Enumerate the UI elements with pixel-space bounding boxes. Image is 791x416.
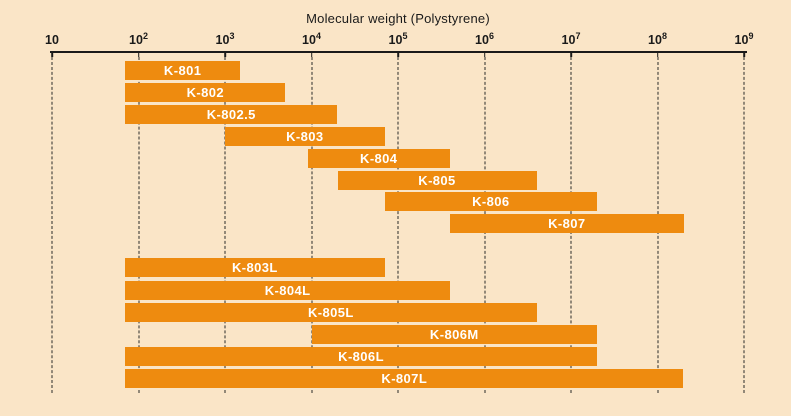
bar-label: K-804 (360, 150, 398, 166)
x-axis-tick-label: 103 (215, 30, 235, 47)
x-axis-tick-label: 107 (561, 30, 581, 47)
x-axis-tick-mark (397, 52, 399, 57)
bar-label: K-804L (264, 282, 311, 298)
x-axis-tick-label: 105 (388, 30, 408, 47)
x-axis-tick-mark (570, 52, 572, 57)
bar-label: K-807 (548, 216, 586, 232)
x-axis-tick-label: 104 (302, 30, 321, 47)
bar-K-807L: K-807L (125, 369, 684, 389)
bar-label: K-803 (286, 128, 324, 144)
bar-K-803: K-803 (225, 126, 385, 146)
bar-label: K-805 (418, 172, 456, 188)
bar-K-802.5: K-802.5 (125, 104, 338, 124)
x-axis-tick-mark (743, 52, 745, 57)
chart-title: Molecular weight (Polystyrene) (306, 11, 490, 26)
bar-K-803L: K-803L (125, 258, 385, 278)
bar-label: K-805L (307, 304, 354, 320)
x-axis-tick-label: 108 (648, 30, 667, 47)
x-axis-tick-mark (51, 52, 53, 57)
bar-K-802: K-802 (125, 82, 286, 102)
gridline (743, 57, 745, 393)
gridline (397, 57, 399, 393)
bar-K-807: K-807 (450, 214, 684, 234)
gridline (311, 57, 312, 393)
bar-K-805L: K-805L (125, 302, 537, 322)
gridline (138, 57, 139, 393)
bar-label: K-801 (163, 63, 202, 78)
bar-K-804L: K-804L (125, 280, 451, 300)
bar-label: K-803L (231, 260, 278, 276)
x-axis-tick-label: 109 (734, 30, 754, 47)
bar-label: K-807L (381, 371, 428, 387)
bar-label: K-806M (429, 326, 479, 342)
bar-K-806M: K-806M (311, 324, 597, 344)
x-axis-tick-mark (483, 52, 486, 57)
bar-K-806L: K-806L (125, 347, 597, 367)
gridline (224, 57, 226, 393)
bar-label: K-802 (186, 84, 224, 100)
bar-K-804: K-804 (307, 148, 450, 168)
bar-label: K-806 (472, 194, 510, 210)
x-axis-tick-mark (224, 52, 226, 57)
bar-K-801: K-801 (125, 61, 241, 80)
bar-label: K-806L (338, 349, 384, 365)
x-axis-tick-label: 102 (129, 30, 148, 47)
x-axis-tick-mark (137, 52, 140, 57)
x-axis-tick-label: 106 (475, 30, 494, 47)
x-axis-tick-mark (310, 52, 313, 57)
bar-K-806: K-806 (384, 192, 597, 212)
x-axis-tick-mark (656, 52, 659, 57)
bar-label: K-802.5 (206, 106, 256, 122)
bar-K-805: K-805 (337, 170, 537, 190)
gridline (51, 57, 53, 393)
x-axis-tick-label: 10 (45, 33, 59, 47)
